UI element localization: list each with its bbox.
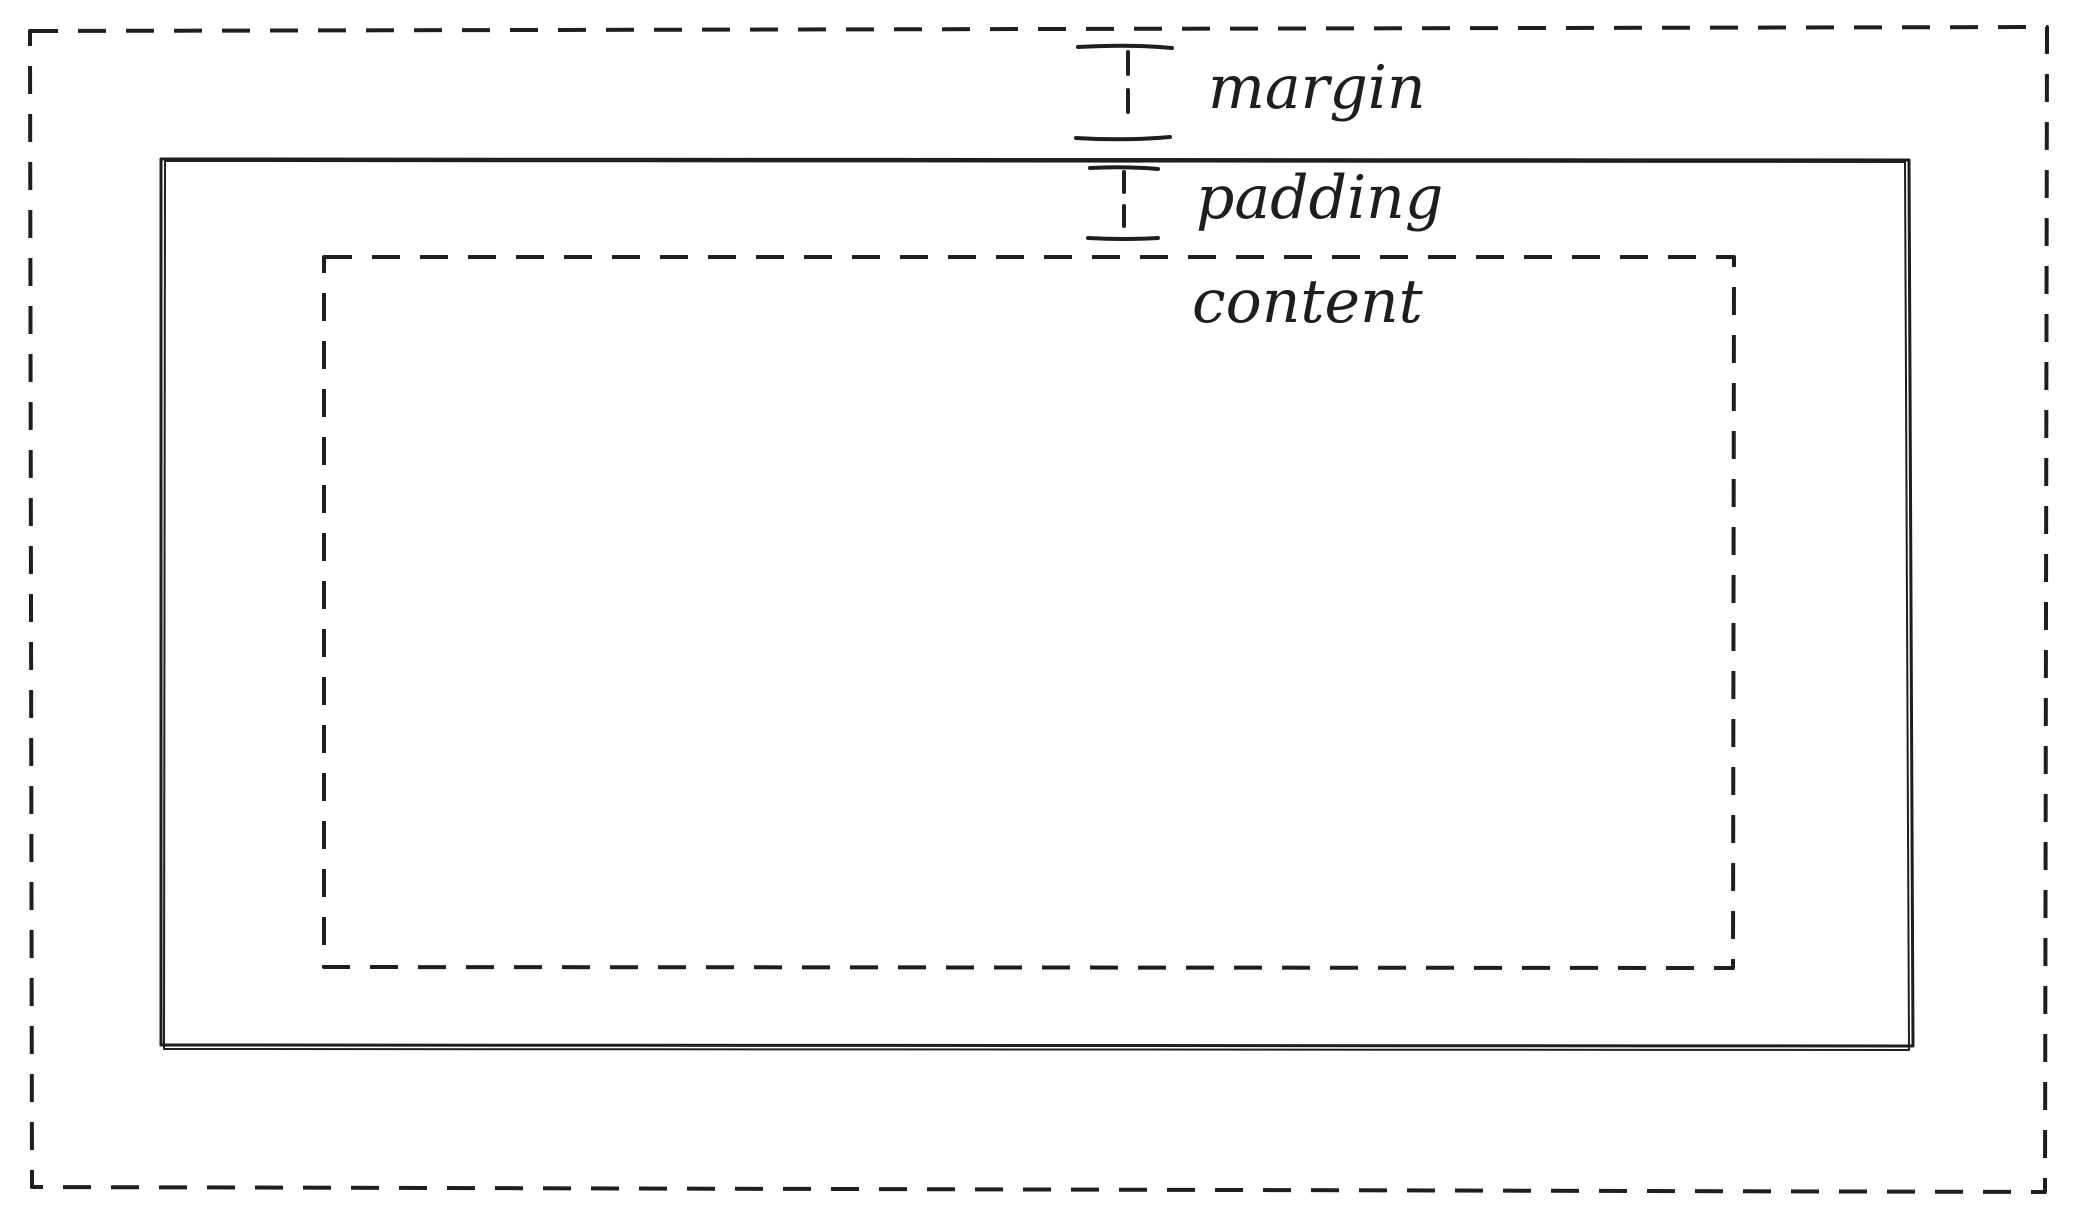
margin-label: margin	[1208, 53, 1426, 123]
padding-dimension-marker	[1086, 165, 1160, 241]
margin-dimension-marker	[1074, 43, 1174, 142]
margin-box	[28, 25, 2049, 1194]
content-label: content	[1192, 267, 1424, 337]
padding-label: padding	[1196, 163, 1443, 233]
content-box	[322, 255, 1736, 970]
border-box	[159, 157, 1915, 1051]
